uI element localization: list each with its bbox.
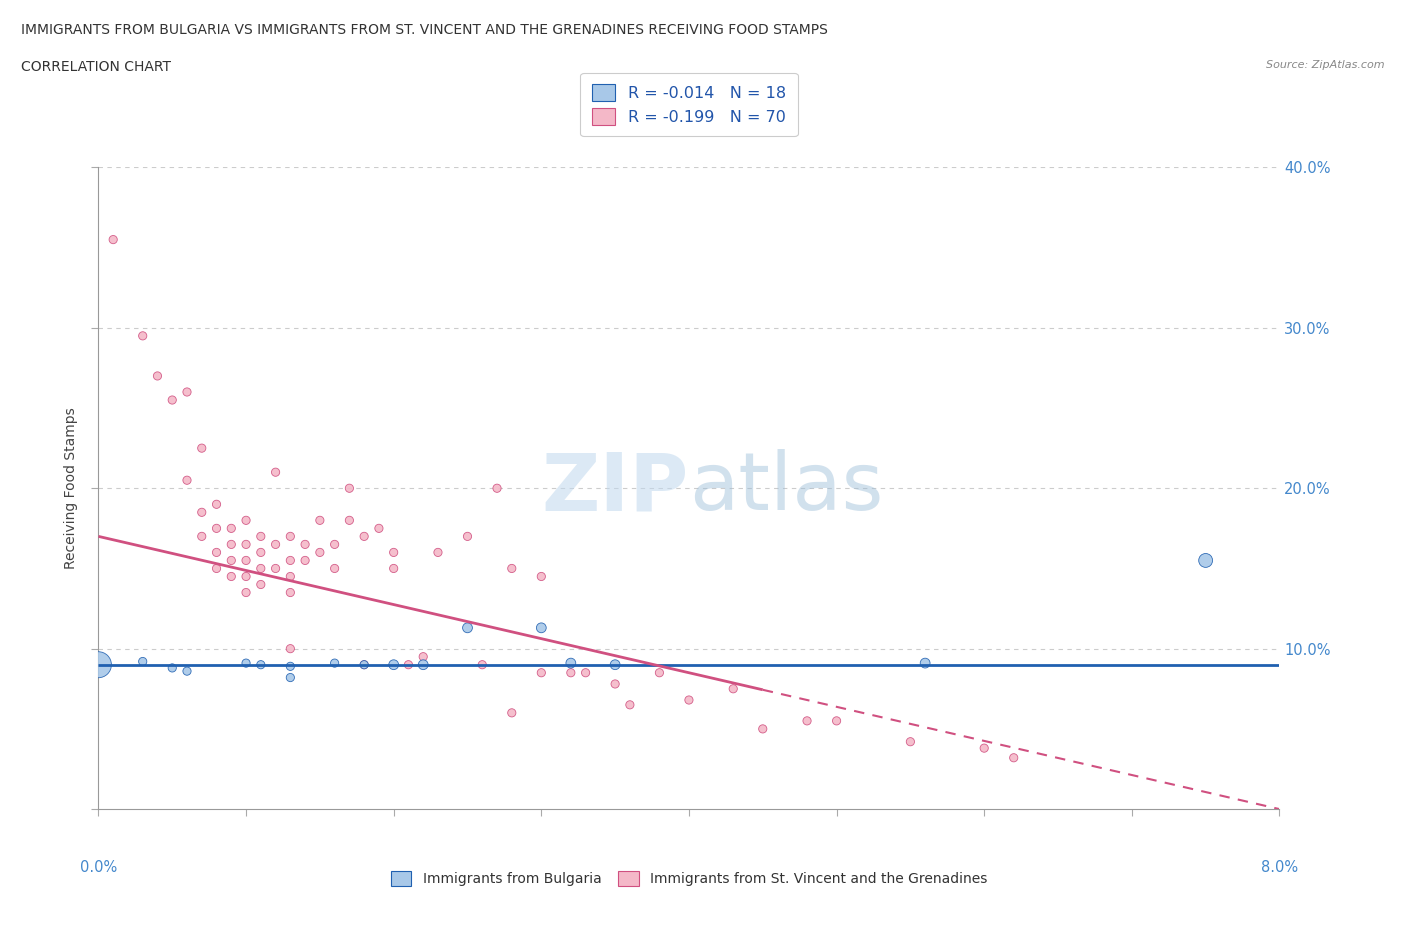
Point xyxy=(162,392,183,407)
Point xyxy=(250,577,273,592)
Point xyxy=(308,545,332,560)
Point xyxy=(264,465,287,480)
Point xyxy=(973,740,995,755)
Point xyxy=(162,660,183,675)
Point xyxy=(678,693,700,708)
Point xyxy=(382,545,405,560)
Point xyxy=(367,521,389,536)
Point xyxy=(382,658,405,672)
Point xyxy=(278,585,302,600)
Point xyxy=(605,658,627,672)
Point xyxy=(560,656,582,671)
Point xyxy=(278,569,302,584)
Point xyxy=(412,649,434,664)
Point xyxy=(501,561,523,576)
Point xyxy=(176,385,198,400)
Point xyxy=(382,561,405,576)
Point xyxy=(294,553,316,568)
Point xyxy=(219,537,242,551)
Point xyxy=(530,665,553,680)
Point xyxy=(219,569,242,584)
Point xyxy=(560,665,582,680)
Point xyxy=(426,545,449,560)
Point xyxy=(353,658,375,672)
Point xyxy=(250,658,273,672)
Point xyxy=(205,561,228,576)
Point xyxy=(501,705,523,720)
Point xyxy=(900,735,922,750)
Point xyxy=(205,521,228,536)
Point xyxy=(103,232,125,247)
Point xyxy=(235,537,257,551)
Point xyxy=(191,529,214,544)
Point xyxy=(294,537,316,551)
Point xyxy=(176,664,198,679)
Point xyxy=(250,529,273,544)
Point xyxy=(471,658,494,672)
Text: atlas: atlas xyxy=(689,449,883,527)
Text: ZIP: ZIP xyxy=(541,449,689,527)
Point xyxy=(278,553,302,568)
Point xyxy=(191,441,214,456)
Text: CORRELATION CHART: CORRELATION CHART xyxy=(21,60,172,74)
Point xyxy=(485,481,508,496)
Y-axis label: Receiving Food Stamps: Receiving Food Stamps xyxy=(65,407,79,569)
Point xyxy=(278,658,302,673)
Point xyxy=(235,513,257,528)
Point xyxy=(250,545,273,560)
Point xyxy=(412,658,434,672)
Point xyxy=(796,713,818,728)
Text: Source: ZipAtlas.com: Source: ZipAtlas.com xyxy=(1267,60,1385,71)
Point xyxy=(235,569,257,584)
Point xyxy=(456,620,478,635)
Point xyxy=(235,585,257,600)
Point xyxy=(337,513,360,528)
Legend: Immigrants from Bulgaria, Immigrants from St. Vincent and the Grenadines: Immigrants from Bulgaria, Immigrants fro… xyxy=(385,866,993,892)
Point xyxy=(530,620,553,635)
Point xyxy=(264,561,287,576)
Point xyxy=(530,569,553,584)
Point xyxy=(825,713,848,728)
Point xyxy=(574,665,596,680)
Point xyxy=(751,722,773,737)
Point xyxy=(235,553,257,568)
Point xyxy=(219,553,242,568)
Text: 0.0%: 0.0% xyxy=(80,860,117,875)
Point xyxy=(219,521,242,536)
Point xyxy=(205,497,228,512)
Point xyxy=(278,642,302,657)
Point xyxy=(146,368,169,383)
Point xyxy=(456,529,478,544)
Point xyxy=(353,529,375,544)
Point xyxy=(205,545,228,560)
Text: 8.0%: 8.0% xyxy=(1261,860,1298,875)
Point xyxy=(619,698,641,712)
Point xyxy=(250,561,273,576)
Point xyxy=(337,481,360,496)
Point xyxy=(87,658,110,672)
Point xyxy=(308,513,332,528)
Text: IMMIGRANTS FROM BULGARIA VS IMMIGRANTS FROM ST. VINCENT AND THE GRENADINES RECEI: IMMIGRANTS FROM BULGARIA VS IMMIGRANTS F… xyxy=(21,23,828,37)
Point xyxy=(132,328,155,343)
Point xyxy=(605,676,627,691)
Point xyxy=(721,682,744,697)
Point xyxy=(176,472,198,487)
Point xyxy=(648,665,671,680)
Point xyxy=(235,656,257,671)
Point xyxy=(323,561,346,576)
Point xyxy=(191,505,214,520)
Point xyxy=(1002,751,1025,765)
Point xyxy=(914,656,936,671)
Point xyxy=(323,656,346,671)
Point xyxy=(132,654,155,669)
Point xyxy=(1194,553,1216,568)
Point xyxy=(396,658,419,672)
Point xyxy=(278,529,302,544)
Point xyxy=(278,671,302,685)
Point xyxy=(264,537,287,551)
Point xyxy=(353,658,375,672)
Point xyxy=(323,537,346,551)
